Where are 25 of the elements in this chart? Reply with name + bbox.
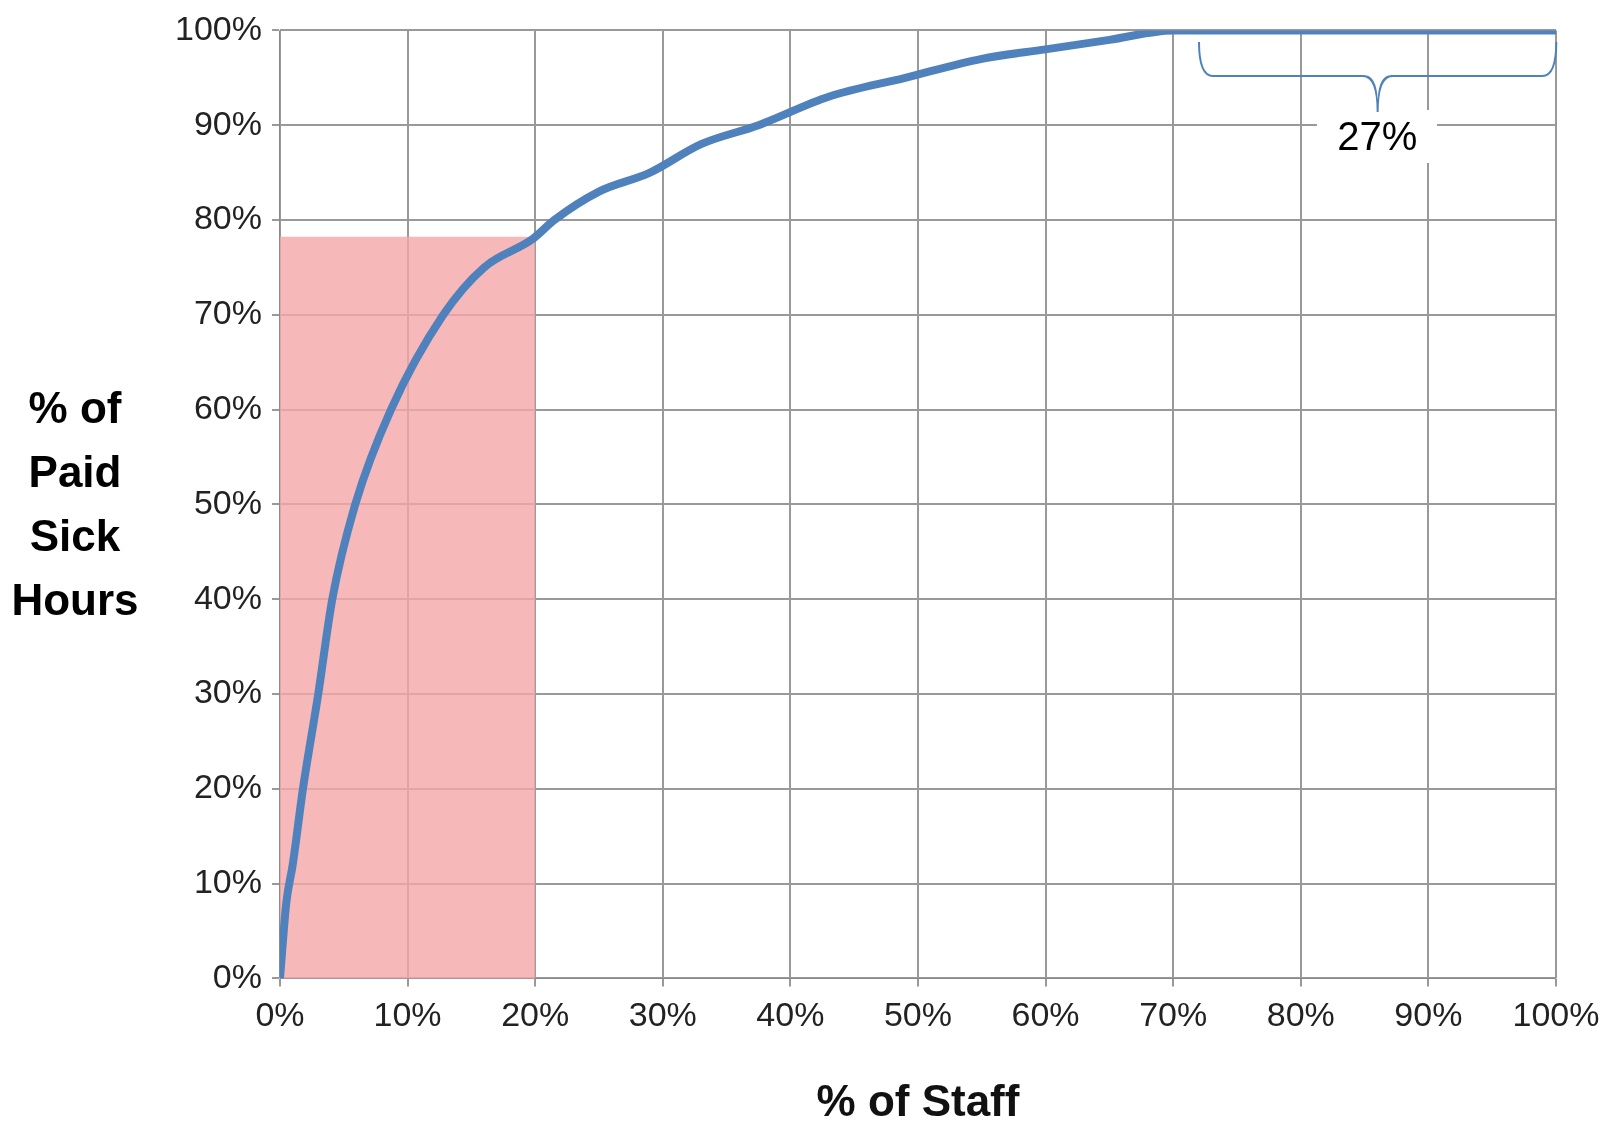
y-tick-label: 40% bbox=[193, 577, 262, 616]
x-tick-label: 30% bbox=[628, 995, 697, 1034]
x-tick-label: 60% bbox=[1011, 995, 1080, 1034]
y-tick-label: 70% bbox=[193, 293, 262, 332]
x-tick-label: 10% bbox=[373, 995, 442, 1034]
x-tick-label: 70% bbox=[1139, 995, 1208, 1034]
y-tick-label: 20% bbox=[193, 767, 262, 806]
x-tick-label: 0% bbox=[255, 995, 305, 1034]
annotation: 27% bbox=[1317, 110, 1438, 164]
x-axis-title: % of Staff bbox=[816, 1075, 1020, 1125]
x-tick-label: 80% bbox=[1266, 995, 1335, 1034]
x-tick-label: 90% bbox=[1394, 995, 1463, 1034]
x-tick-label: 20% bbox=[501, 995, 570, 1034]
y-tick-label: 30% bbox=[193, 672, 262, 711]
y-tick-label: 90% bbox=[193, 103, 262, 142]
y-tick-label: 10% bbox=[193, 861, 262, 900]
y-axis-title: % of Paid Sick Hours bbox=[10, 382, 140, 627]
y-tick-label: 100% bbox=[174, 8, 262, 47]
y-tick-label: 50% bbox=[193, 482, 262, 521]
x-tick-label: 40% bbox=[756, 995, 825, 1034]
y-tick-label: 0% bbox=[212, 956, 262, 995]
x-tick-label: 50% bbox=[883, 995, 953, 1034]
x-tick-label: 100% bbox=[1512, 995, 1600, 1034]
y-tick-label: 80% bbox=[193, 198, 262, 237]
y-tick-label: 60% bbox=[193, 387, 262, 426]
